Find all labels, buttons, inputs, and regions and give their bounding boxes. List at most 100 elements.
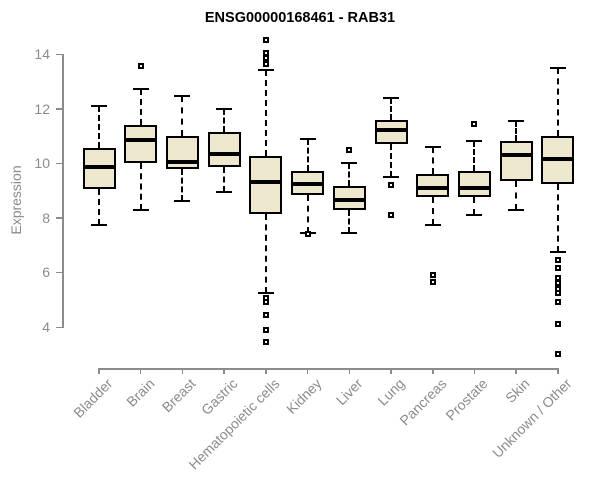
- median-liver: [332, 198, 366, 203]
- box-brain: [124, 124, 158, 164]
- outlier-unknown-other: [554, 257, 561, 264]
- whisker-cap-upper-lung: [383, 96, 400, 99]
- whisker-cap-upper-hematopoietic-cells: [257, 69, 274, 72]
- box-pancreas: [416, 174, 450, 198]
- whisker-upper-kidney: [306, 138, 309, 172]
- y-axis-line: [62, 54, 64, 328]
- whisker-lower-skin: [515, 180, 518, 210]
- outlier-unknown-other: [554, 280, 561, 287]
- whisker-upper-bladder: [98, 105, 100, 149]
- y-tick-label: 14: [34, 46, 50, 62]
- y-tick-label: 4: [42, 319, 50, 335]
- outlier-prostate: [471, 120, 478, 127]
- whisker-cap-lower-unknown-other: [549, 250, 566, 253]
- x-tick: [390, 368, 392, 374]
- outlier-hematopoietic-cells: [262, 60, 269, 67]
- whisker-upper-liver: [348, 163, 351, 187]
- y-tick-label: 10: [34, 155, 50, 172]
- x-tick: [473, 368, 476, 374]
- x-tick: [432, 368, 434, 374]
- whisker-upper-gastric: [223, 108, 226, 132]
- median-skin: [499, 153, 533, 157]
- y-tick: [56, 162, 62, 165]
- median-brain: [124, 137, 158, 142]
- whisker-cap-upper-brain: [132, 88, 149, 91]
- x-tick: [348, 368, 351, 374]
- whisker-cap-upper-gastric: [216, 107, 233, 110]
- whisker-upper-hematopoietic-cells: [264, 70, 267, 157]
- whisker-upper-brain: [139, 89, 142, 125]
- y-tick-label: 8: [42, 209, 50, 226]
- x-tick: [181, 368, 184, 374]
- whisker-cap-upper-unknown-other: [549, 66, 566, 69]
- whisker-cap-lower-breast: [174, 200, 191, 203]
- outlier-pancreas: [429, 272, 436, 279]
- box-gastric: [207, 131, 241, 168]
- box-hematopoietic-cells: [249, 156, 283, 214]
- whisker-cap-lower-prostate: [466, 214, 483, 217]
- outlier-unknown-other: [554, 265, 561, 272]
- median-prostate: [457, 185, 491, 190]
- outlier-unknown-other: [554, 351, 561, 358]
- whisker-cap-lower-pancreas: [424, 223, 441, 226]
- whisker-lower-bladder: [98, 189, 100, 225]
- whisker-cap-lower-gastric: [216, 190, 233, 193]
- x-tick: [223, 368, 225, 374]
- whisker-cap-upper-prostate: [466, 140, 483, 143]
- outlier-brain: [137, 63, 144, 70]
- median-bladder: [82, 165, 116, 170]
- outlier-hematopoietic-cells: [262, 339, 269, 345]
- x-tick: [557, 368, 559, 374]
- y-tick: [56, 326, 62, 328]
- outlier-pancreas: [429, 278, 436, 285]
- whisker-lower-lung: [390, 144, 393, 177]
- whisker-upper-pancreas: [431, 146, 434, 175]
- whisker-cap-lower-brain: [132, 208, 149, 211]
- whisker-lower-unknown-other: [556, 183, 559, 252]
- outlier-unknown-other: [554, 274, 561, 281]
- outlier-kidney: [304, 231, 311, 238]
- median-unknown-other: [541, 157, 575, 162]
- box-prostate: [457, 171, 491, 198]
- whisker-cap-upper-pancreas: [424, 145, 441, 148]
- outlier-liver: [346, 146, 353, 153]
- x-tick: [139, 368, 142, 374]
- whisker-cap-lower-bladder: [91, 223, 107, 226]
- chart-title: ENSG00000168461 - RAB31: [204, 10, 396, 26]
- outlier-hematopoietic-cells: [262, 326, 269, 333]
- whisker-lower-brain: [139, 163, 142, 210]
- x-axis-line: [99, 368, 559, 370]
- outlier-hematopoietic-cells: [262, 299, 269, 306]
- median-pancreas: [416, 185, 450, 190]
- whisker-lower-pancreas: [431, 197, 434, 225]
- outlier-hematopoietic-cells: [262, 49, 269, 56]
- whisker-upper-unknown-other: [556, 67, 559, 136]
- whisker-lower-liver: [348, 209, 351, 233]
- y-tick: [56, 271, 62, 274]
- median-gastric: [207, 151, 241, 156]
- whisker-lower-kidney: [306, 194, 309, 233]
- x-cat-label-unknown-other: Unknown / Other: [488, 375, 575, 461]
- median-kidney: [291, 181, 325, 186]
- whisker-lower-prostate: [473, 197, 476, 216]
- outlier-unknown-other: [554, 321, 561, 328]
- whisker-lower-breast: [181, 168, 184, 202]
- y-tick-label: 6: [42, 264, 50, 281]
- y-tick-label: 12: [34, 100, 50, 117]
- median-hematopoietic-cells: [249, 180, 283, 185]
- box-liver: [332, 186, 366, 210]
- median-lung: [374, 128, 408, 133]
- x-tick: [265, 368, 267, 374]
- outlier-lung: [388, 212, 395, 219]
- outlier-hematopoietic-cells: [262, 311, 269, 318]
- whisker-upper-prostate: [473, 141, 476, 172]
- whisker-lower-hematopoietic-cells: [264, 213, 267, 293]
- outlier-lung: [388, 182, 395, 189]
- whisker-cap-upper-bladder: [91, 104, 107, 107]
- whisker-cap-upper-kidney: [299, 137, 316, 140]
- x-tick: [515, 368, 517, 374]
- whisker-cap-upper-skin: [508, 119, 525, 122]
- outlier-hematopoietic-cells: [262, 55, 269, 62]
